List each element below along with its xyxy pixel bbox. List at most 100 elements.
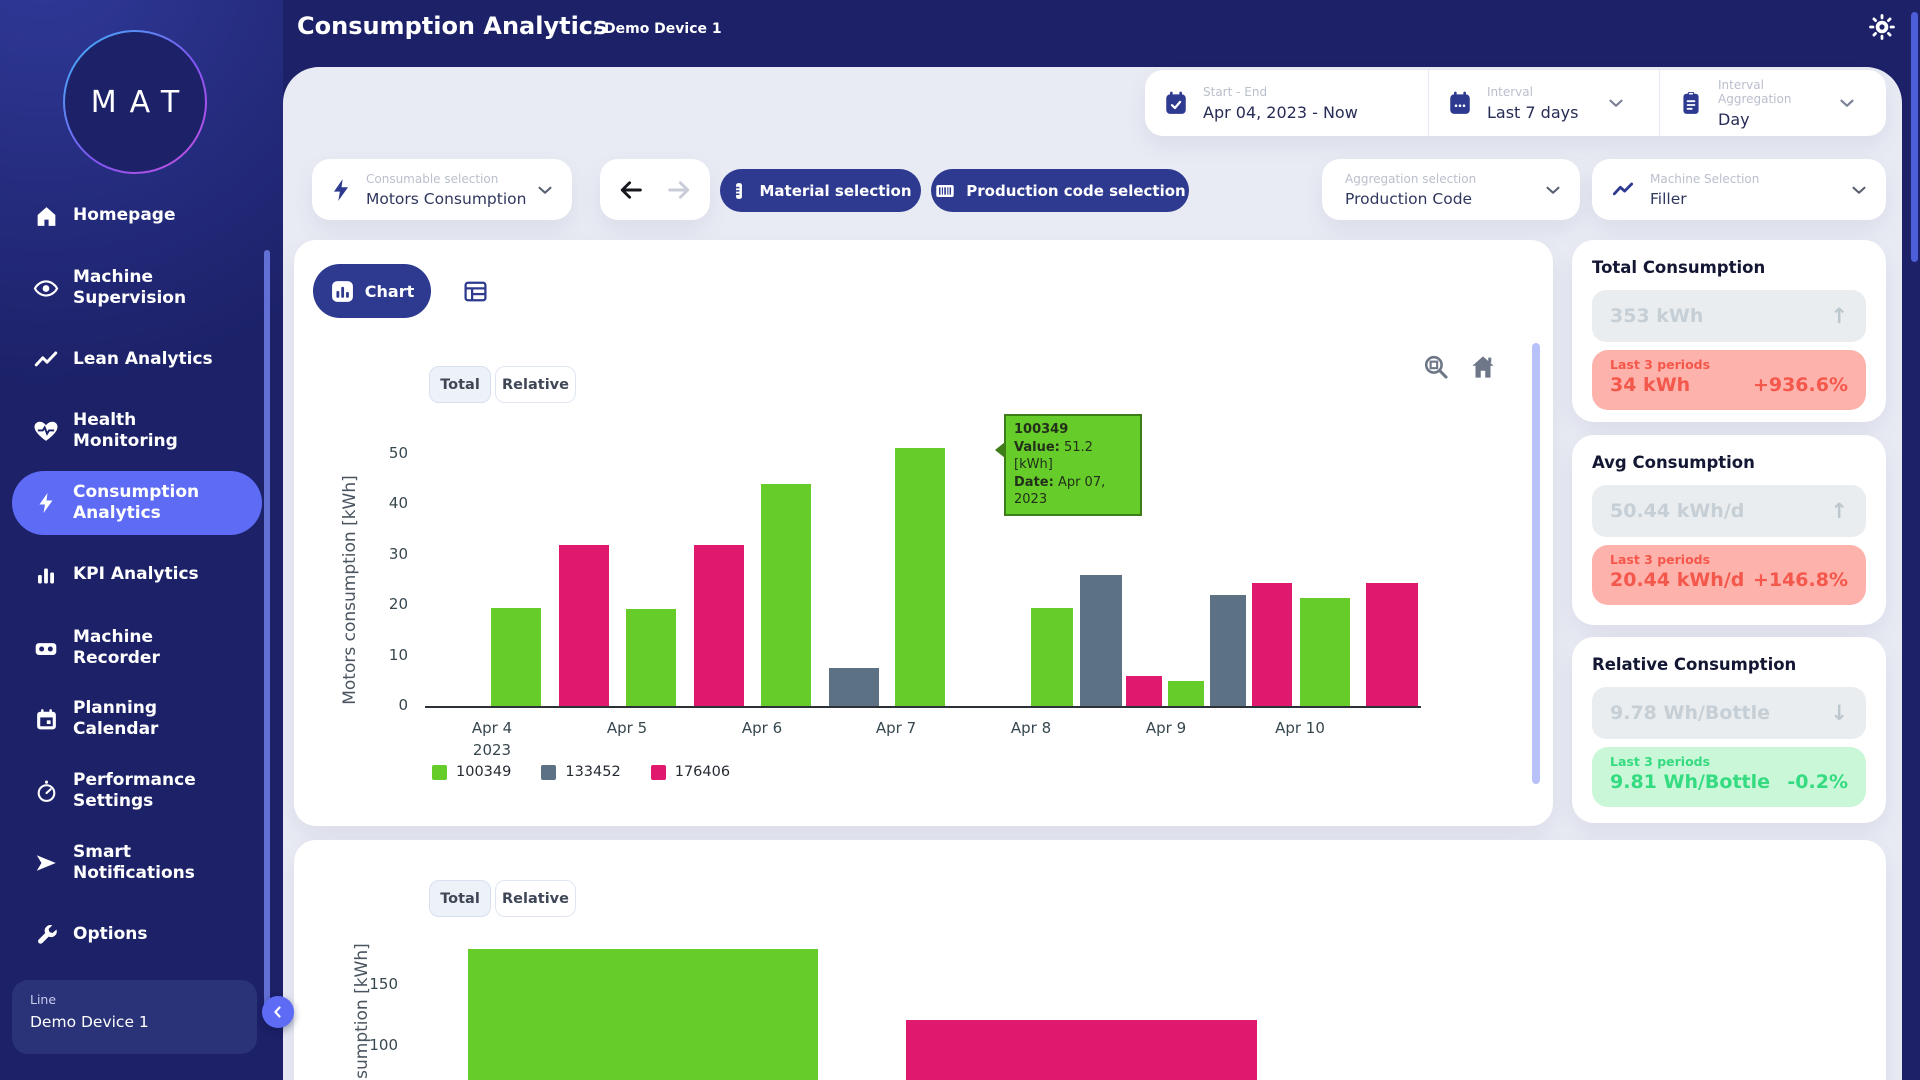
stat-title: Relative Consumption — [1592, 655, 1797, 674]
interval-dropdown[interactable]: Interval Last 7 days — [1428, 70, 1659, 136]
tooltip-series: 100349 — [1014, 422, 1069, 437]
bar2-176406[interactable] — [906, 1020, 1257, 1080]
chart-view-button[interactable]: Chart — [313, 264, 431, 318]
stat-current-value: 9.78 Wh/Bottle — [1610, 702, 1771, 724]
bar-100349-apr-8[interactable] — [1031, 607, 1073, 706]
chevron-left-icon — [274, 1006, 281, 1018]
sidebar-item-machine-supervision[interactable]: Machine Supervision — [12, 252, 262, 324]
forward-arrow-icon[interactable] — [665, 176, 693, 204]
heart-pulse-icon — [33, 418, 59, 444]
sidebar-item-lean-analytics[interactable]: Lean Analytics — [12, 324, 262, 396]
stat-period-value: 9.81 Wh/Bottle — [1610, 771, 1771, 793]
stat-title: Total Consumption — [1592, 258, 1766, 277]
settings-gear-icon[interactable] — [1868, 13, 1896, 41]
bar-176406-apr-10[interactable] — [1366, 582, 1418, 706]
bar-133452-apr-9[interactable] — [1210, 595, 1246, 706]
material-selection-button[interactable]: Material selection — [720, 169, 921, 212]
stat-period-value: 20.44 kWh/d — [1610, 569, 1745, 591]
bar2-100349[interactable] — [468, 949, 818, 1080]
trend-icon — [33, 347, 59, 373]
stat-period-delta: +936.6% — [1752, 374, 1848, 396]
clipboard-icon — [1683, 91, 1699, 114]
device-line-label: Line — [30, 992, 57, 1007]
stat-period-pill: Last 3 periods 9.81 Wh/Bottle -0.2% — [1592, 747, 1866, 807]
sidebar-item-options[interactable]: Options — [12, 899, 262, 971]
interval-label: Interval — [1487, 84, 1533, 99]
avg-consumption-card: Avg Consumption 50.44 kWh/d ↑ Last 3 per… — [1572, 435, 1886, 625]
bar-100349-apr-5[interactable] — [626, 608, 676, 706]
tab-relative-2[interactable]: Relative — [495, 880, 576, 917]
stat-period-label: Last 3 periods — [1610, 754, 1711, 769]
chart-legend: 100349 133452 176406 — [432, 764, 730, 780]
zoom-tool-icon[interactable] — [1422, 353, 1450, 381]
tab-relative[interactable]: Relative — [495, 366, 576, 403]
reset-zoom-home-icon[interactable] — [1468, 352, 1498, 382]
sidebar-item-planning-calendar[interactable]: Planning Calendar — [12, 683, 262, 755]
bar-100349-apr-10[interactable] — [1300, 597, 1350, 706]
arrow-up-icon: ↑ — [1830, 304, 1848, 328]
tooltip-value: Value: 51.2 [kWh] — [1014, 439, 1093, 473]
tab-total[interactable]: Total — [429, 366, 491, 403]
barcode-icon — [936, 184, 954, 197]
bar-176406-apr-10[interactable] — [1252, 582, 1292, 706]
aggregation-selection-dropdown[interactable]: Aggregation selection Production Code — [1322, 159, 1580, 220]
device-selector-card[interactable]: Line Demo Device 1 — [12, 980, 257, 1054]
aggregation-selection-label: Aggregation selection — [1345, 171, 1477, 186]
stat-period-pill: Last 3 periods 20.44 kWh/d +146.8% — [1592, 545, 1866, 605]
trend-line-icon — [1612, 182, 1634, 195]
chart-card-scrollbar[interactable] — [1532, 343, 1540, 784]
device-line-value: Demo Device 1 — [30, 1013, 149, 1031]
sidebar-collapse-button[interactable] — [262, 996, 294, 1028]
sidebar-scrollbar[interactable] — [264, 250, 270, 1006]
calendar-check-icon — [1166, 91, 1186, 114]
start-end-field[interactable]: Start - End Apr 04, 2023 - Now — [1145, 70, 1428, 136]
page-title: Consumption Analytics — [297, 12, 608, 40]
chart-tooltip: 100349 Value: 51.2 [kWh] Date: Apr 07, 2… — [995, 414, 1142, 516]
interval-aggregation-dropdown[interactable]: Interval Aggregation Day — [1659, 70, 1886, 136]
bar-133452-apr-8[interactable] — [1080, 574, 1122, 706]
bar-100349-apr-9[interactable] — [1168, 680, 1204, 706]
bar-176406-apr-9[interactable] — [1126, 675, 1162, 706]
sidebar-item-smart-notifications[interactable]: Smart Notifications — [12, 827, 262, 899]
legend-swatch — [432, 764, 447, 780]
sidebar-item-consumption-analytics[interactable]: Consumption Analytics — [12, 471, 262, 535]
legend-label: 100349 — [456, 764, 512, 780]
interval-value: Last 7 days — [1487, 102, 1579, 122]
bar-chart-icon — [331, 280, 353, 302]
production-code-selection-label: Production code selection — [966, 181, 1186, 200]
table-view-button[interactable] — [462, 278, 489, 305]
bar-176406-apr-4[interactable] — [559, 544, 609, 706]
legend-item-133452: 133452 — [541, 764, 621, 780]
bar-176406-apr-5[interactable] — [694, 544, 744, 706]
bar-100349-apr-6[interactable] — [761, 484, 811, 706]
chart-view-label: Chart — [364, 281, 415, 301]
interval-aggregation-value: Day — [1718, 109, 1750, 129]
sidebar-item-performance-settings[interactable]: Performance Settings — [12, 755, 262, 827]
consumable-selection-dropdown[interactable]: Consumable selection Motors Consumption — [312, 159, 572, 220]
consumable-selection-value: Motors Consumption — [366, 189, 527, 208]
consumable-selection-label: Consumable selection — [366, 171, 499, 186]
aggregation-selection-value: Production Code — [1345, 189, 1473, 208]
tooltip-arrow — [995, 442, 1005, 458]
stat-current-pill: 9.78 Wh/Bottle ↓ — [1592, 687, 1866, 739]
sidebar-item-homepage[interactable]: Homepage — [12, 180, 262, 252]
sidebar-item-kpi-analytics[interactable]: KPI Analytics — [12, 539, 262, 611]
tab-total-2[interactable]: Total — [429, 880, 491, 917]
brand-logo: MAT — [63, 30, 207, 174]
production-code-selection-button[interactable]: Production code selection — [931, 169, 1189, 212]
sidebar-item-health-monitoring[interactable]: Health Monitoring — [12, 395, 262, 467]
machine-selection-dropdown[interactable]: Machine Selection Filler — [1592, 159, 1886, 220]
bar-133452-apr-6[interactable] — [829, 668, 879, 706]
bar-100349-apr-7[interactable] — [895, 447, 945, 706]
lightning-icon — [33, 490, 59, 516]
lightning-icon — [333, 178, 349, 201]
stat-period-label: Last 3 periods — [1610, 552, 1711, 567]
legend-swatch — [650, 764, 666, 780]
window-scrollbar[interactable] — [1911, 12, 1918, 262]
sidebar-item-machine-recorder[interactable]: Machine Recorder — [12, 612, 262, 684]
chevron-down-icon — [538, 186, 552, 194]
bar-100349-apr-4[interactable] — [491, 607, 541, 706]
stat-current-pill: 353 kWh ↑ — [1592, 290, 1866, 342]
back-arrow-icon[interactable] — [617, 176, 645, 204]
